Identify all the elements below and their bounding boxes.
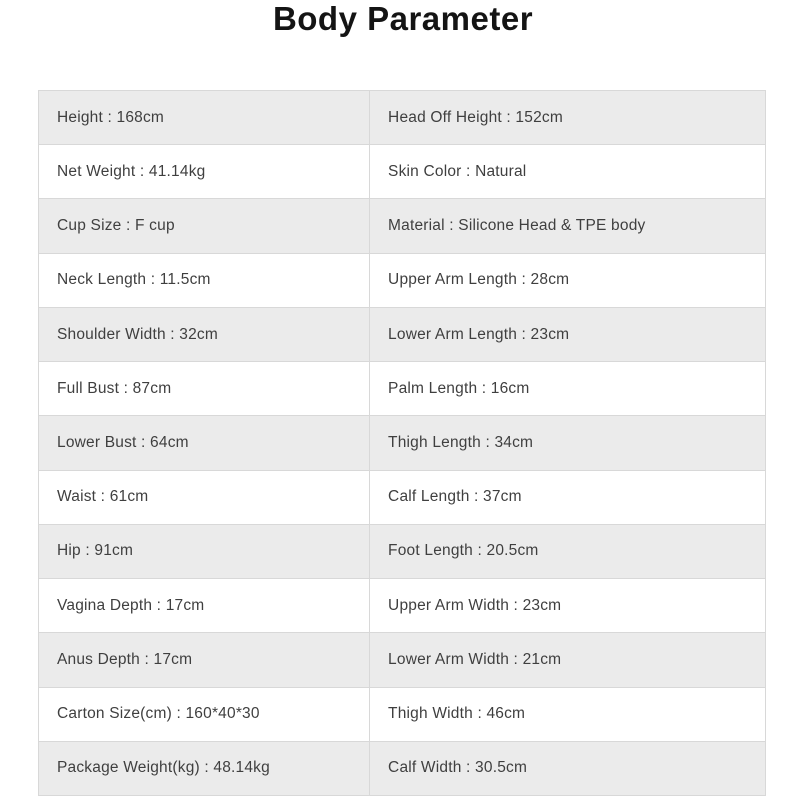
- table-row: Carton Size(cm) : 160*40*30 Thigh Width …: [39, 686, 765, 741]
- table-cell-carton-size: Carton Size(cm) : 160*40*30: [39, 687, 371, 741]
- table-cell-foot-length: Foot Length : 20.5cm: [388, 542, 539, 560]
- table-cell-height: Height : 168cm: [39, 91, 371, 145]
- table-row: Cup Size : F cup Material : Silicone Hea…: [39, 198, 765, 253]
- table-cell-thigh-width: Thigh Width : 46cm: [388, 705, 526, 723]
- table-row: Lower Bust : 64cm Thigh Length : 34cm: [39, 415, 765, 470]
- table-cell-waist: Waist : 61cm: [39, 470, 371, 524]
- table-row: Neck Length : 11.5cm Upper Arm Length : …: [39, 252, 765, 307]
- table-cell-lower-arm-length: Lower Arm Length : 23cm: [388, 325, 570, 343]
- table-row: Waist : 61cm Calf Length : 37cm: [39, 469, 765, 524]
- table-cell-anus-depth: Anus Depth : 17cm: [39, 633, 371, 687]
- table-cell-package-weight: Package Weight(kg) : 48.14kg: [39, 741, 371, 796]
- table-cell-full-bust: Full Bust : 87cm: [39, 362, 371, 416]
- page-title: Body Parameter: [272, 0, 534, 37]
- table-cell-net-weight: Net Weight : 41.14kg: [39, 145, 371, 199]
- table-row: Vagina Depth : 17cm Upper Arm Width : 23…: [39, 578, 765, 633]
- table-cell-lower-arm-width: Lower Arm Width : 21cm: [388, 650, 562, 668]
- table-cell-cup-size: Cup Size : F cup: [39, 199, 371, 253]
- table-row: Package Weight(kg) : 48.14kg Calf Width …: [39, 740, 765, 796]
- table-row: Net Weight : 41.14kg Skin Color : Natura…: [39, 144, 765, 199]
- table-cell-lower-bust: Lower Bust : 64cm: [39, 416, 371, 470]
- table-cell-vagina-depth: Vagina Depth : 17cm: [39, 579, 371, 633]
- table-cell-upper-arm-length: Upper Arm Length : 28cm: [388, 271, 570, 289]
- table-cell-skin-color: Skin Color : Natural: [388, 162, 527, 180]
- table-cell-upper-arm-width: Upper Arm Width : 23cm: [388, 596, 562, 614]
- table-row: Height : 168cm Head Off Height : 152cm: [39, 91, 765, 145]
- table-cell-material: Material : Silicone Head & TPE body: [388, 217, 646, 235]
- table-cell-head-off-height: Head Off Height : 152cm: [388, 108, 563, 126]
- table-cell-calf-width: Calf Width : 30.5cm: [388, 759, 528, 777]
- table-cell-neck-length: Neck Length : 11.5cm: [39, 253, 371, 307]
- table-row: Anus Depth : 17cm Lower Arm Width : 21cm: [39, 632, 765, 687]
- table-cell-shoulder-width: Shoulder Width : 32cm: [39, 307, 371, 362]
- table-cell-calf-length: Calf Length : 37cm: [388, 488, 522, 506]
- table-cell-hip: Hip : 91cm: [39, 524, 371, 579]
- table-cell-thigh-length: Thigh Length : 34cm: [388, 434, 534, 452]
- table-row: Hip : 91cm Foot Length : 20.5cm: [39, 523, 765, 579]
- table-row: Full Bust : 87cm Palm Length : 16cm: [39, 361, 765, 416]
- body-parameter-table: Height : 168cm Head Off Height : 152cm N…: [38, 90, 766, 796]
- table-row: Shoulder Width : 32cm Lower Arm Length :…: [39, 306, 765, 362]
- table-cell-palm-length: Palm Length : 16cm: [388, 379, 530, 397]
